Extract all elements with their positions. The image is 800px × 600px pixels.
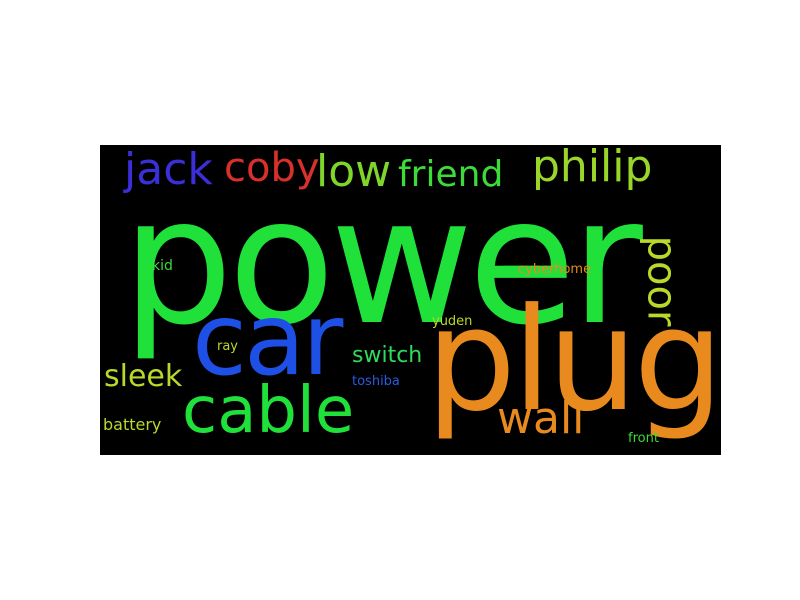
- word-wall: wall: [497, 393, 585, 444]
- word-cable: cable: [182, 374, 355, 448]
- word-yuden: yuden: [432, 314, 473, 329]
- word-cloud: power plug car cable jack coby low frien…: [100, 145, 721, 455]
- word-kid: kid: [152, 258, 173, 274]
- word-low: low: [316, 146, 392, 197]
- word-power: power: [122, 161, 643, 364]
- word-sleek: sleek: [104, 359, 183, 394]
- word-friend: friend: [398, 154, 504, 195]
- word-coby: coby: [224, 145, 320, 191]
- word-battery: battery: [103, 415, 162, 434]
- word-car: car: [192, 281, 343, 398]
- word-jack: jack: [124, 145, 213, 195]
- word-front: front: [628, 431, 659, 446]
- word-toshiba: toshiba: [352, 374, 400, 389]
- word-cyberhome: cyberhome: [518, 262, 592, 277]
- word-plug: plug: [426, 278, 721, 443]
- word-poor: poor: [638, 235, 685, 327]
- word-switch: switch: [352, 343, 423, 368]
- word-philip: philip: [532, 145, 653, 192]
- word-ray: ray: [217, 339, 239, 354]
